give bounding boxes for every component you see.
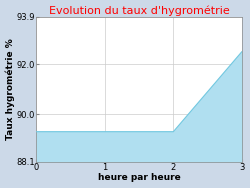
Title: Evolution du taux d'hygrométrie: Evolution du taux d'hygrométrie (49, 6, 230, 16)
X-axis label: heure par heure: heure par heure (98, 174, 180, 182)
Y-axis label: Taux hygrométrie %: Taux hygrométrie % (6, 38, 15, 140)
